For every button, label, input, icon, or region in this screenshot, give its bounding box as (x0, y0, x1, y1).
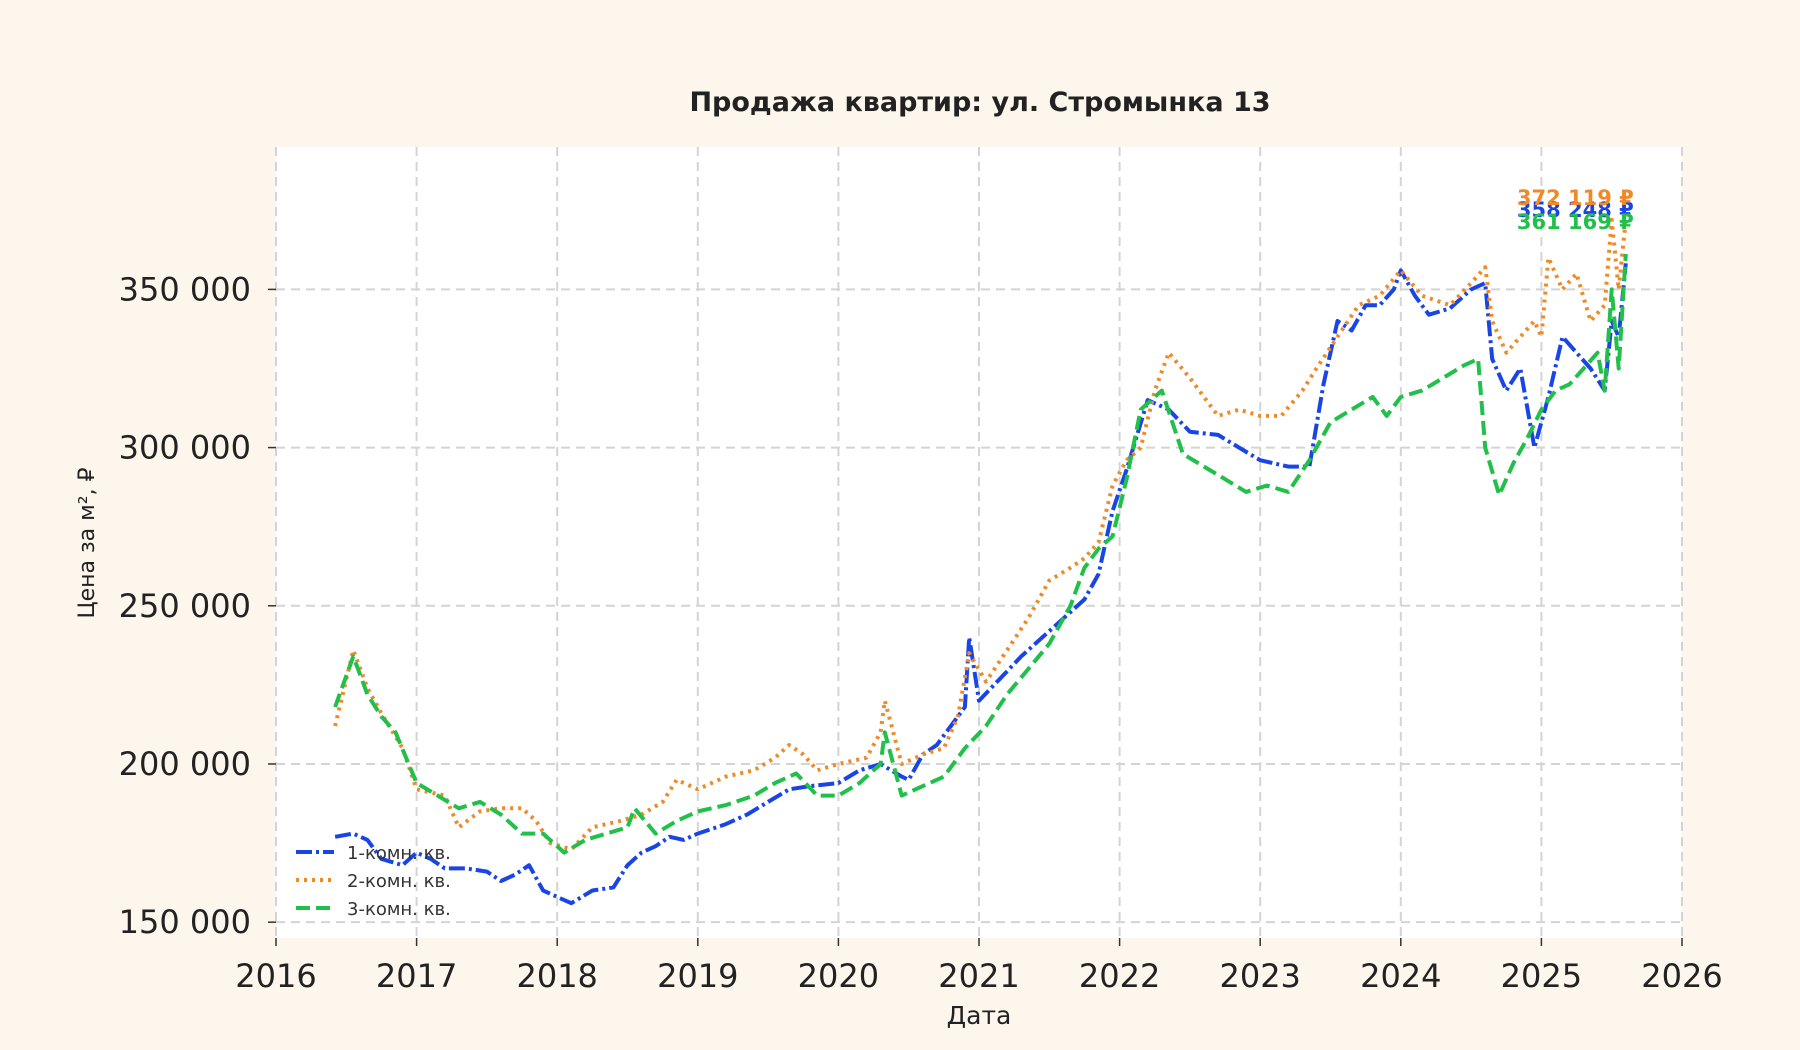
x-tick-label-1: 2017 (376, 957, 457, 995)
y-tick-label-1: 200 000 (119, 745, 251, 783)
x-tick-label-6: 2022 (1079, 957, 1160, 995)
series-lines (333, 217, 1628, 906)
series-end-label-1: 358 248 ₽ (1517, 198, 1634, 222)
x-tick-label-5: 2021 (938, 957, 1019, 995)
x-tick-label-4: 2020 (798, 957, 879, 995)
chart-title: Продажа квартир: ул. Стромынка 13 (689, 87, 1270, 118)
y-tick-label-2: 250 000 (119, 587, 251, 625)
x-tick-label-7: 2023 (1219, 957, 1300, 995)
y-axis-label: Цена за м², ₽ (75, 467, 100, 618)
legend-label-1: 1-комн. кв. (347, 843, 451, 864)
x-tick-label-9: 2025 (1501, 957, 1582, 995)
legend: 1-комн. кв. 2-комн. кв. 3-комн. кв. (296, 843, 451, 920)
y-tick-label-3: 300 000 (119, 429, 251, 467)
axes: 2016 2017 2018 2019 2020 2021 2022 2023 2024 2025… (119, 270, 1723, 995)
grid-lines (275, 147, 1683, 938)
x-tick-label-10: 2026 (1641, 957, 1722, 995)
y-tick-label-0: 150 000 (119, 903, 251, 941)
x-tick-label-3: 2019 (657, 957, 738, 995)
x-tick-label-0: 2016 (235, 957, 316, 995)
legend-label-3: 3-комн. кв. (347, 899, 451, 920)
end-labels: 358 248 ₽372 119 ₽361 169 ₽ (1517, 186, 1634, 234)
series-line-1 (334, 263, 1628, 906)
y-tick-label-4: 350 000 (119, 270, 251, 308)
x-tick-label-8: 2024 (1360, 957, 1441, 995)
x-tick-label-2: 2018 (516, 957, 597, 995)
series-end-label-3: 361 169 ₽ (1517, 210, 1634, 234)
legend-label-2: 2-комн. кв. (347, 871, 451, 892)
series-line-3 (333, 253, 1628, 855)
x-axis-label: Дата (947, 1001, 1012, 1030)
series-end-label-2: 372 119 ₽ (1517, 186, 1634, 210)
